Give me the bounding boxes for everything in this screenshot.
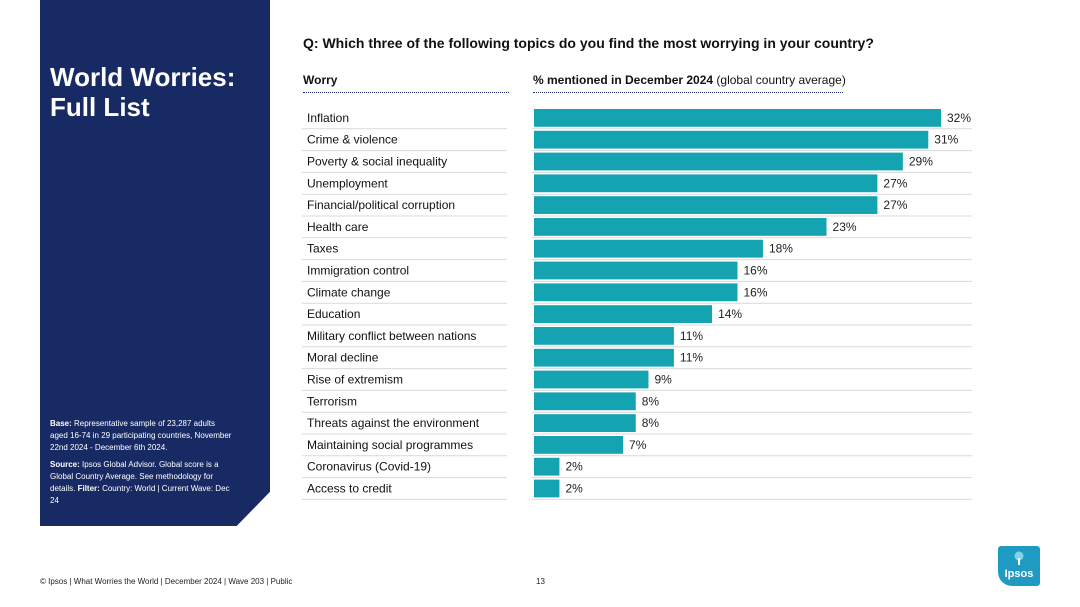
bar xyxy=(534,479,560,498)
data-label: 2% xyxy=(565,482,583,496)
bar xyxy=(534,261,738,280)
bar xyxy=(534,196,878,214)
page-title: World Worries: Full List xyxy=(50,62,236,122)
category-label: Rise of extremism xyxy=(307,373,403,387)
category-label: Threats against the environment xyxy=(307,416,480,430)
bar xyxy=(534,305,713,323)
percent-header-divider xyxy=(533,92,843,93)
bar xyxy=(534,392,636,411)
data-label: 11% xyxy=(680,329,703,343)
percent-column-header: % mentioned in December 2024 (global cou… xyxy=(533,73,846,87)
page-number: 13 xyxy=(536,577,545,586)
base-note: Base: Representative sample of 23,287 ad… xyxy=(50,418,235,454)
worry-header-divider xyxy=(303,92,509,93)
data-label: 27% xyxy=(883,198,907,212)
data-label: 9% xyxy=(654,373,672,387)
category-label: Crime & violence xyxy=(307,133,398,147)
base-text: Representative sample of 23,287 adults a… xyxy=(50,419,232,452)
category-label: Climate change xyxy=(307,285,391,299)
category-label: Military conflict between nations xyxy=(307,329,476,343)
sidebar-panel: World Worries: Full List Base: Represent… xyxy=(40,0,270,526)
bar xyxy=(534,218,827,236)
category-label: Financial/political corruption xyxy=(307,198,455,212)
category-label: Moral decline xyxy=(307,351,379,365)
ipsos-logo: Ipsos xyxy=(998,546,1040,586)
bar xyxy=(534,152,903,171)
category-label: Immigration control xyxy=(307,264,409,278)
data-label: 8% xyxy=(642,416,660,430)
data-label: 16% xyxy=(744,285,768,299)
base-label: Base: xyxy=(50,419,72,428)
category-label: Unemployment xyxy=(307,176,388,190)
data-label: 29% xyxy=(909,155,933,169)
source-text: Ipsos Global Advisor. Global score is a … xyxy=(50,460,219,493)
data-label: 27% xyxy=(883,176,907,190)
bar xyxy=(534,327,674,345)
source-note: Source: Ipsos Global Advisor. Global sco… xyxy=(50,459,235,507)
bar xyxy=(534,283,738,302)
category-label: Education xyxy=(307,307,360,321)
logo-mark-icon xyxy=(1014,551,1024,565)
bar xyxy=(534,370,649,389)
data-label: 32% xyxy=(947,111,971,125)
data-label: 23% xyxy=(833,220,857,234)
data-label: 2% xyxy=(565,460,583,474)
bar xyxy=(534,457,560,476)
bar xyxy=(534,414,636,432)
category-label: Maintaining social programmes xyxy=(307,438,473,452)
question-text: Q: Which three of the following topics d… xyxy=(303,35,874,51)
bar xyxy=(534,174,878,193)
bar xyxy=(534,130,929,149)
category-label: Health care xyxy=(307,220,369,234)
footer-text: © Ipsos | What Worries the World | Decem… xyxy=(40,577,293,586)
data-label: 8% xyxy=(642,394,660,408)
percent-header-rest: (global country average) xyxy=(713,73,846,87)
worry-column-header: Worry xyxy=(303,73,338,87)
data-label: 31% xyxy=(934,133,958,147)
category-label: Poverty & social inequality xyxy=(307,155,447,169)
data-label: 11% xyxy=(680,351,703,365)
logo-text: Ipsos xyxy=(1004,568,1034,580)
data-label: 16% xyxy=(744,264,768,278)
category-label: Inflation xyxy=(307,111,349,125)
filter-label: Filter: xyxy=(77,484,100,493)
category-label: Terrorism xyxy=(307,394,357,408)
bar xyxy=(534,109,941,127)
bar xyxy=(534,239,763,258)
percent-header-bold: % mentioned in December 2024 xyxy=(533,73,714,87)
category-label: Access to credit xyxy=(307,482,392,496)
data-label: 14% xyxy=(718,307,742,321)
source-label: Source: xyxy=(50,460,80,469)
bar xyxy=(534,436,624,454)
category-label: Coronavirus (Covid-19) xyxy=(307,460,431,474)
category-label: Taxes xyxy=(307,242,338,256)
filter-text: Country: World | Current Wave: Dec 24 xyxy=(50,484,230,505)
data-label: 7% xyxy=(629,438,647,452)
data-label: 18% xyxy=(769,242,793,256)
bar xyxy=(534,348,674,367)
methodology-notes: Base: Representative sample of 23,287 ad… xyxy=(50,418,235,512)
